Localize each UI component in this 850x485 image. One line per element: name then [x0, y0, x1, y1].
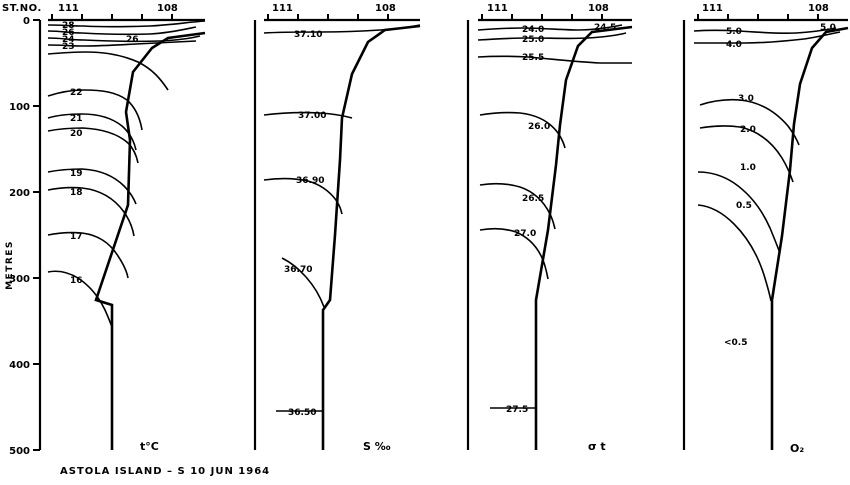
contour-t-26a [47, 26, 197, 36]
contour-label-t-28: 28 [62, 21, 75, 31]
panel-sigma-t-station-right: 108 [588, 3, 609, 14]
contour-label-o-30: 3.0 [738, 94, 754, 104]
station-header-label: ST.NO. [2, 3, 42, 14]
contour-d-240 [477, 24, 623, 31]
contour-t-19 [47, 168, 137, 205]
panel-temperature-unit: t°C [140, 440, 159, 453]
contour-label-d-240: 24.0 [522, 25, 544, 35]
contour-s-3710 [263, 24, 421, 34]
panel-temperature-station-left: 111 [58, 3, 79, 14]
depth-axis: 0 100 200 300 400 500 METRES [5, 16, 42, 457]
contour-label-d-265: 26.5 [522, 194, 544, 204]
contour-label-t-22: 22 [70, 88, 83, 98]
contour-t-24 [47, 35, 201, 43]
panel-oxygen-top-axis [694, 14, 848, 22]
contour-label-t-19: 19 [70, 169, 83, 179]
contour-label-t-23: 23 [62, 42, 75, 52]
panel-oxygen-station-left: 111 [702, 3, 723, 14]
contour-t-16 [47, 270, 113, 328]
contour-t-23 [47, 40, 197, 47]
bottom-profile-temperature [94, 31, 206, 450]
contour-t-17 [47, 231, 129, 279]
contour-o-30 [699, 98, 800, 146]
bottom-profile-salinity [321, 24, 421, 450]
contour-label-s-3650: 36.50 [288, 408, 316, 418]
contour-o-50a [693, 27, 837, 35]
contour-label-t-21: 21 [70, 114, 83, 124]
contour-label-d-255: 25.5 [522, 53, 544, 63]
panel-sigma-t: 111 108 24.0 24.5 25.0 25.5 26.0 26.5 27… [466, 3, 633, 453]
depth-tick-200: 200 [9, 188, 30, 199]
contour-o-20 [699, 125, 794, 183]
panel-temperature-station-right: 108 [157, 3, 178, 14]
panel-salinity-station-left: 111 [272, 3, 293, 14]
contour-t-26b [47, 51, 169, 91]
contour-label-t-17: 17 [70, 232, 83, 242]
contour-t-21 [47, 113, 137, 151]
contour-s-3690 [263, 177, 343, 215]
contour-label-t-20: 20 [70, 129, 83, 139]
depth-tick-300: 300 [9, 274, 30, 285]
bottom-profile-oxygen [770, 26, 849, 450]
contour-label-o-lt05: <0.5 [724, 338, 747, 348]
contour-label-t-26a: 26 [62, 28, 75, 38]
contour-s-3700 [263, 111, 353, 119]
depth-tick-0: 0 [23, 16, 30, 27]
panel-sigma-t-unit: σ t [588, 440, 606, 453]
contour-label-s-3700: 37.00 [298, 111, 326, 121]
contour-t-22 [47, 89, 143, 131]
bottom-profile-sigma-t [534, 25, 633, 450]
depth-tick-500: 500 [9, 446, 30, 457]
contour-label-d-270: 27.0 [514, 229, 536, 239]
contour-o-05 [697, 204, 772, 302]
depth-axis-label: METRES [5, 240, 15, 290]
contour-o-10 [697, 171, 781, 254]
contour-label-d-250: 25.0 [522, 35, 544, 45]
contour-t-28 [47, 20, 206, 28]
contour-label-t-26b: 26 [126, 35, 139, 45]
panel-salinity-top-axis [264, 14, 420, 22]
contour-label-o-50a: 5.0 [726, 27, 742, 37]
contour-label-d-260: 26.0 [528, 122, 550, 132]
contour-label-o-40: 4.0 [726, 40, 742, 50]
contour-d-270 [479, 227, 549, 280]
panel-oxygen: 111 108 5.0 5.0 4.0 3.0 2.0 1.0 0.5 <0.5… [682, 3, 849, 455]
contour-d-250 [477, 32, 627, 41]
contour-label-t-24: 24 [62, 35, 75, 45]
contour-label-d-275: 27.5 [506, 405, 528, 415]
contour-label-s-3710: 37.10 [294, 30, 322, 40]
panel-salinity-unit: S ‰ [363, 440, 391, 453]
panel-temperature: 111 108 28 26 24 23 26 22 21 [47, 3, 206, 453]
panel-temperature-top-axis [48, 14, 205, 22]
contour-d-255 [477, 55, 632, 64]
contour-label-o-50b: 5.0 [820, 23, 836, 33]
contour-d-260 [479, 111, 566, 149]
contour-d-265 [479, 182, 556, 230]
contour-label-s-3670: 36.70 [284, 265, 312, 275]
contour-t-20 [47, 127, 139, 164]
contour-label-o-05: 0.5 [736, 201, 752, 211]
contour-label-o-20: 2.0 [740, 125, 756, 135]
panel-salinity: 111 108 37.10 37.00 36.90 36.70 36.50 S … [253, 3, 421, 453]
depth-tick-400: 400 [9, 360, 30, 371]
panel-sigma-t-station-left: 111 [487, 3, 508, 14]
contour-t-18 [47, 186, 135, 237]
panel-sigma-t-top-axis [478, 14, 632, 22]
contour-o-40 [693, 31, 841, 44]
contour-label-d-245: 24.5 [594, 23, 616, 33]
contour-label-s-3690: 36.90 [296, 176, 324, 186]
panel-oxygen-unit: O₂ [790, 442, 804, 455]
figure-caption: ASTOLA ISLAND – S 10 JUN 1964 [60, 466, 270, 477]
depth-tick-100: 100 [9, 102, 30, 113]
panel-oxygen-station-right: 108 [808, 3, 829, 14]
contour-label-t-16: 16 [70, 276, 83, 286]
contour-s-3670 [281, 257, 325, 308]
panel-salinity-station-right: 108 [375, 3, 396, 14]
contour-label-t-18: 18 [70, 188, 83, 198]
contour-label-o-10: 1.0 [740, 163, 756, 173]
